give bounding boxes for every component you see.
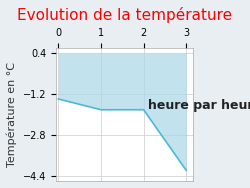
Y-axis label: Température en °C: Température en °C <box>7 62 18 167</box>
Text: heure par heure: heure par heure <box>148 99 250 112</box>
Title: Evolution de la température: Evolution de la température <box>17 7 232 23</box>
